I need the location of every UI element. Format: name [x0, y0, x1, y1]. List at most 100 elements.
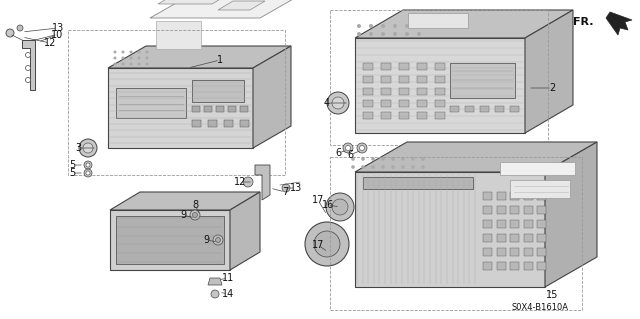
Bar [537, 220, 546, 228]
Text: 12: 12 [44, 38, 56, 48]
Circle shape [113, 63, 116, 65]
Bar [450, 106, 459, 112]
Polygon shape [525, 10, 573, 133]
Circle shape [361, 165, 365, 169]
Text: 13: 13 [52, 23, 64, 33]
Bar [524, 192, 532, 200]
Bar [483, 206, 492, 214]
Bar [363, 88, 373, 95]
Bar [510, 262, 519, 270]
Text: 10: 10 [51, 30, 63, 40]
Bar [497, 206, 506, 214]
Text: 4: 4 [324, 98, 330, 108]
Bar [192, 80, 244, 102]
Text: 1: 1 [217, 55, 223, 65]
Bar [417, 100, 427, 107]
Bar [450, 63, 515, 98]
Circle shape [193, 212, 198, 218]
Text: 6: 6 [347, 150, 353, 160]
Bar [537, 192, 546, 200]
Circle shape [401, 157, 405, 161]
Circle shape [369, 24, 373, 28]
Polygon shape [116, 216, 224, 264]
Circle shape [412, 157, 415, 161]
Circle shape [360, 145, 365, 151]
Circle shape [421, 165, 425, 169]
Bar [435, 63, 445, 70]
Circle shape [122, 56, 125, 60]
Circle shape [86, 163, 90, 167]
Circle shape [122, 50, 125, 54]
Bar [524, 262, 532, 270]
Bar [363, 63, 373, 70]
Circle shape [405, 32, 409, 36]
Circle shape [26, 53, 31, 57]
Circle shape [381, 165, 385, 169]
Bar [381, 100, 391, 107]
Bar [399, 100, 409, 107]
Bar [381, 76, 391, 83]
Text: 9: 9 [203, 235, 209, 245]
Bar [363, 112, 373, 119]
Circle shape [405, 24, 409, 28]
Bar [228, 106, 236, 112]
Polygon shape [208, 278, 222, 285]
Bar [524, 206, 532, 214]
Circle shape [190, 210, 200, 220]
Text: 5: 5 [69, 160, 75, 170]
Circle shape [417, 32, 421, 36]
Circle shape [357, 24, 361, 28]
Circle shape [129, 50, 132, 54]
Bar [192, 120, 201, 127]
Circle shape [381, 24, 385, 28]
Text: 15: 15 [546, 290, 558, 300]
Circle shape [381, 157, 385, 161]
Circle shape [332, 199, 348, 215]
Bar [483, 234, 492, 242]
Bar [399, 112, 409, 119]
Bar [537, 248, 546, 256]
Text: 5: 5 [69, 168, 75, 178]
Bar [363, 177, 473, 189]
Polygon shape [355, 10, 573, 38]
Bar [537, 262, 546, 270]
Bar [417, 88, 427, 95]
Polygon shape [255, 165, 270, 200]
Circle shape [314, 231, 340, 257]
Polygon shape [156, 21, 201, 49]
Circle shape [216, 238, 221, 242]
Circle shape [129, 63, 132, 65]
Bar [381, 112, 391, 119]
Circle shape [412, 165, 415, 169]
Bar [537, 206, 546, 214]
Text: 13: 13 [290, 183, 302, 193]
Bar [363, 76, 373, 83]
Polygon shape [355, 38, 525, 133]
Bar [399, 88, 409, 95]
Bar [240, 120, 249, 127]
Polygon shape [110, 192, 260, 210]
Polygon shape [108, 68, 253, 148]
Polygon shape [355, 142, 597, 172]
Bar [483, 220, 492, 228]
Bar [497, 234, 506, 242]
Circle shape [122, 63, 125, 65]
Circle shape [393, 32, 397, 36]
Text: 14: 14 [222, 289, 234, 299]
Circle shape [393, 24, 397, 28]
Text: 17: 17 [312, 240, 324, 250]
Circle shape [351, 165, 355, 169]
Text: 11: 11 [222, 273, 234, 283]
Circle shape [26, 78, 31, 83]
Circle shape [84, 169, 92, 177]
Circle shape [138, 63, 141, 65]
Bar [510, 206, 519, 214]
Circle shape [391, 165, 395, 169]
Circle shape [326, 193, 354, 221]
Bar [524, 234, 532, 242]
Circle shape [113, 50, 116, 54]
Text: FR.: FR. [573, 17, 593, 27]
Bar [381, 88, 391, 95]
Polygon shape [545, 142, 597, 287]
Polygon shape [108, 46, 291, 68]
